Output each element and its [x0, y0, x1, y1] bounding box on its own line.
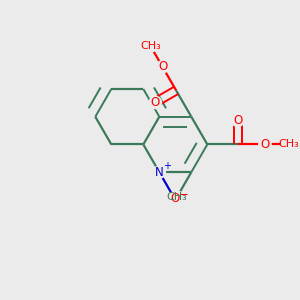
Circle shape: [153, 166, 165, 178]
Circle shape: [144, 40, 157, 52]
Text: −: −: [178, 188, 188, 201]
Circle shape: [168, 192, 181, 205]
Circle shape: [171, 191, 183, 203]
Text: CH₃: CH₃: [279, 140, 299, 149]
Text: CH₃: CH₃: [140, 41, 161, 51]
Text: O: O: [233, 114, 242, 127]
Circle shape: [149, 96, 161, 109]
Circle shape: [156, 61, 169, 73]
Circle shape: [232, 114, 244, 127]
Text: N: N: [155, 166, 164, 179]
Text: O: O: [151, 96, 160, 109]
Text: O: O: [170, 192, 179, 205]
Text: +: +: [163, 161, 171, 171]
Circle shape: [259, 138, 271, 151]
Text: O: O: [260, 138, 270, 151]
Text: O: O: [158, 60, 167, 73]
Circle shape: [283, 138, 295, 151]
Text: CH₃: CH₃: [167, 192, 187, 202]
